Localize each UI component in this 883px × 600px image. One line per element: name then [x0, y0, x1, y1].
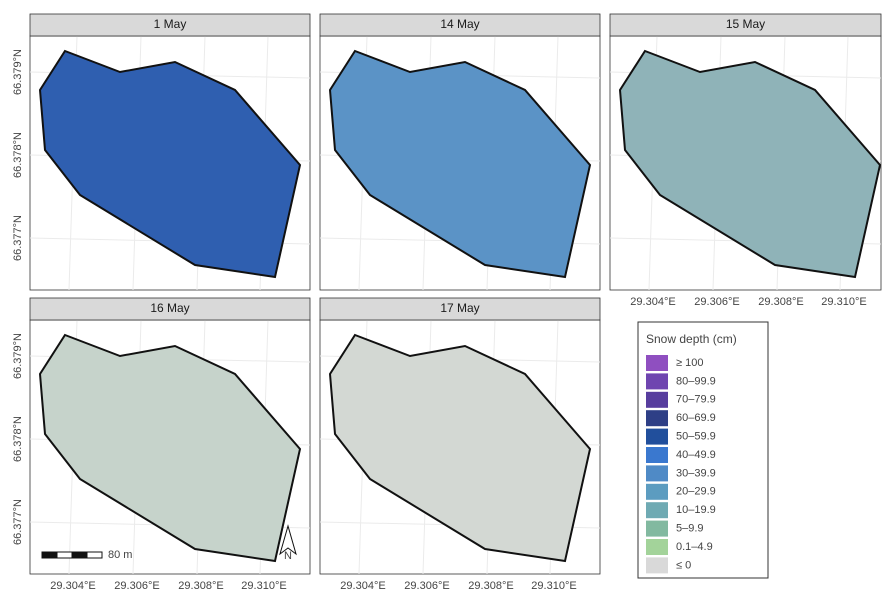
lon-tick-label: 29.308°E — [758, 296, 803, 308]
legend-label: 20–29.9 — [676, 486, 716, 498]
map-panel: 1 May 66.379°N 66.378°N 66.377°N — [12, 13, 311, 291]
lon-tick-label: 29.306°E — [404, 580, 449, 592]
lat-tick-label: 66.379°N — [12, 333, 24, 379]
legend-swatch — [646, 447, 668, 463]
map-panel: 16 May 66.379°N 66.378°N 66.377°N 29.304°E 29… — [12, 297, 311, 592]
panel-title: 1 May — [154, 17, 187, 31]
legend-swatch — [646, 391, 668, 408]
legend-swatch — [646, 465, 668, 482]
lon-tick-label: 29.308°E — [178, 580, 223, 592]
legend-swatch — [646, 483, 668, 500]
map-panel: 14 May — [319, 13, 601, 291]
panel-strip — [319, 13, 601, 37]
lon-tick-label: 29.306°E — [114, 580, 159, 592]
legend-label: ≤ 0 — [676, 559, 691, 571]
legend-swatch — [646, 373, 668, 390]
scale-bar-label: 80 m — [108, 549, 132, 561]
legend-swatch — [646, 410, 668, 427]
panel-title: 17 May — [440, 301, 479, 315]
lon-tick-label: 29.304°E — [630, 296, 675, 308]
study-area — [618, 49, 882, 279]
legend-label: 80–99.9 — [676, 375, 716, 387]
legend-label: 40–49.9 — [676, 449, 716, 461]
legend-swatch — [646, 557, 668, 574]
lat-tick-label: 66.378°N — [12, 416, 24, 462]
lon-tick-label: 29.310°E — [241, 580, 286, 592]
scale-bar-segment — [56, 551, 73, 559]
panel-title: 15 May — [726, 17, 765, 31]
legend-swatch — [646, 428, 668, 445]
study-area — [328, 49, 592, 279]
legend-swatch — [646, 539, 668, 555]
lat-tick-label: 66.378°N — [12, 132, 24, 178]
north-arrow — [279, 524, 297, 556]
north-label: N — [284, 550, 292, 562]
lon-tick-label: 29.304°E — [50, 580, 95, 592]
legend-label: ≥ 100 — [676, 357, 703, 369]
scale-bar-segment — [86, 551, 103, 559]
legend-label: 30–39.9 — [676, 467, 716, 479]
study-area — [38, 333, 302, 563]
scale-bar-segment — [71, 551, 88, 559]
lat-tick-label: 66.377°N — [12, 499, 24, 545]
legend-label: 50–59.9 — [676, 431, 716, 443]
map-panel: 15 May 29.304°E 29.306°E 29.308°E 29.310°E — [609, 13, 882, 308]
lat-tick-label: 66.377°N — [12, 215, 24, 261]
panel-strip — [29, 13, 311, 37]
lon-tick-label: 29.310°E — [821, 296, 866, 308]
legend-label: 5–9.9 — [676, 523, 704, 535]
lat-tick-label: 66.379°N — [12, 49, 24, 95]
legend-swatch — [646, 355, 668, 371]
scale-bar-segment — [41, 551, 58, 559]
study-area — [328, 333, 592, 563]
panel-title: 16 May — [150, 301, 189, 315]
panel-strip — [319, 297, 601, 321]
lon-tick-label: 29.310°E — [531, 580, 576, 592]
panel-title: 14 May — [440, 17, 479, 31]
legend-title: Snow depth (cm) — [646, 332, 737, 346]
lon-tick-label: 29.306°E — [694, 296, 739, 308]
legend-label: 60–69.9 — [676, 412, 716, 424]
study-area — [38, 49, 302, 279]
panel-strip — [29, 297, 311, 321]
legend-label: 70–79.9 — [676, 394, 716, 406]
legend-label: 10–19.9 — [676, 504, 716, 516]
lon-tick-label: 29.304°E — [340, 580, 385, 592]
map-panel: 17 May 29.304°E 29.306°E 29.308°E 29.310°E — [319, 297, 601, 592]
panel-strip — [609, 13, 882, 37]
legend-label: 0.1–4.9 — [676, 541, 713, 553]
lon-tick-label: 29.308°E — [468, 580, 513, 592]
legend-swatch — [646, 520, 668, 537]
legend-swatch — [646, 502, 668, 519]
